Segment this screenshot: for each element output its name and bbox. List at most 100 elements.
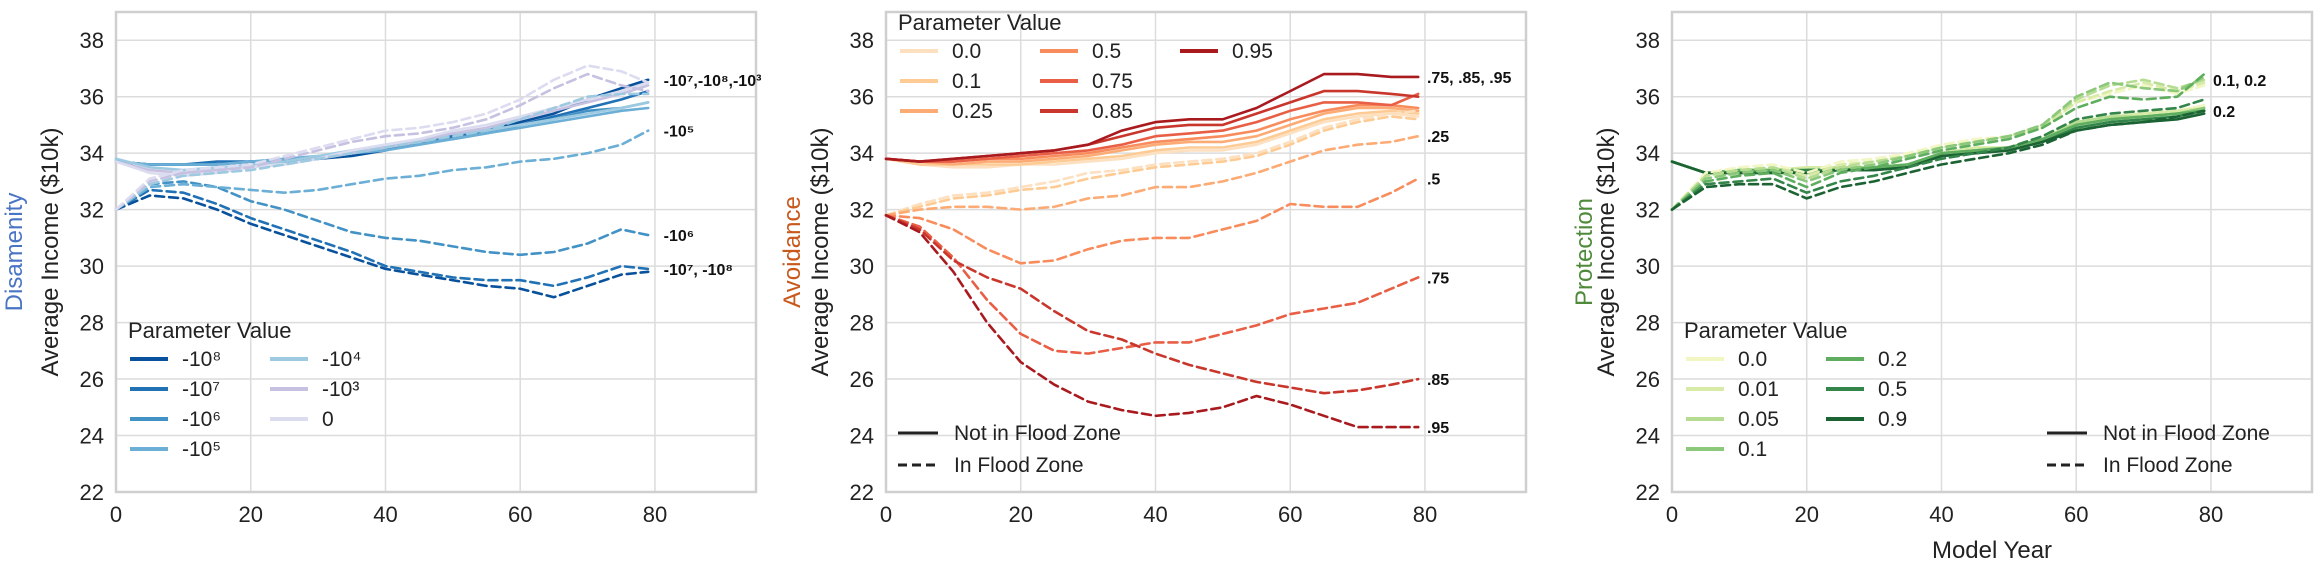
- side-label: Disamenity: [1, 193, 28, 312]
- annotation-label: .5: [1427, 172, 1440, 189]
- series-line-12: [884, 214, 1420, 355]
- annotation-label: .25: [1427, 129, 1449, 146]
- series-line-4: [114, 106, 650, 166]
- series-line-3: [884, 106, 1420, 166]
- series-line-8: [114, 194, 650, 299]
- y-tick-label: 22: [850, 480, 874, 505]
- y-tick-label: 30: [80, 254, 104, 279]
- series-line-14: [1670, 109, 2206, 211]
- series-line-10: [884, 134, 1420, 217]
- color-legend: Parameter Value -10⁸ -10⁷ -10⁶ -10⁵ -10⁴ -10³ 0: [128, 318, 361, 461]
- series-line-8: [884, 109, 1420, 217]
- series-line-14: [884, 214, 1420, 429]
- y-tick-label: 34: [80, 141, 104, 166]
- legend-label: 0.0: [1738, 348, 1767, 371]
- legend-label: 0.85: [1092, 100, 1133, 123]
- x-tick-label: 20: [1794, 502, 1818, 527]
- x-tick-label: 0: [110, 502, 122, 527]
- x-tick-label: 40: [1929, 502, 1953, 527]
- x-tick-label: 80: [1413, 502, 1437, 527]
- y-tick-label: 36: [850, 85, 874, 110]
- series-line-9: [114, 188, 650, 288]
- y-tick-label: 26: [80, 367, 104, 392]
- y-tick-label: 22: [80, 480, 104, 505]
- annotation-label: -10⁶: [664, 228, 695, 245]
- legend-label: 0.1: [1738, 438, 1767, 461]
- legend-label: 0.5: [1092, 40, 1121, 63]
- y-axis-label: Average Income ($10k): [1593, 127, 1620, 376]
- x-tick-label: 80: [2199, 502, 2223, 527]
- x-tick-label: 60: [508, 502, 532, 527]
- y-tick-label: 36: [80, 85, 104, 110]
- y-tick-label: 32: [80, 198, 104, 223]
- chart-panel-3: 0 20 40 60 80 22 24 26 28 30 32 34 36 38 Average Incom…: [1571, 10, 2314, 564]
- y-tick-label: 38: [80, 28, 104, 53]
- x-tick-label: 20: [1008, 502, 1032, 527]
- style-legend: Not in Flood Zone In Flood Zone: [898, 422, 1121, 477]
- y-tick-label: 32: [850, 198, 874, 223]
- legend-label: 0.0: [952, 40, 981, 63]
- annotation-label: 0.2: [2213, 104, 2235, 121]
- legend-label: -10⁴: [322, 348, 361, 371]
- side-label: Protection: [1571, 198, 1598, 306]
- style-legend-label: Not in Flood Zone: [2103, 422, 2270, 445]
- x-tick-label: 60: [2064, 502, 2088, 527]
- legend-label: -10⁸: [182, 348, 221, 371]
- legend-label: 0.1: [952, 70, 981, 93]
- style-legend: Not in Flood Zone In Flood Zone: [2047, 422, 2270, 477]
- legend-label: 0.95: [1232, 40, 1273, 63]
- y-tick-label: 38: [1636, 28, 1660, 53]
- legend-label: 0.01: [1738, 378, 1779, 401]
- series-line-9: [884, 115, 1420, 217]
- x-tick-label: 40: [373, 502, 397, 527]
- x-axis-label: Model Year: [1932, 537, 2052, 564]
- y-tick-label: 38: [850, 28, 874, 53]
- plot-frame: [884, 10, 1528, 494]
- legend-label: -10⁷: [182, 378, 220, 401]
- chart-panel-2: 0 20 40 60 80 22 24 26 28 30 32 34 36 38 Average Incom…: [779, 10, 1528, 527]
- y-tick-label: 26: [1636, 367, 1660, 392]
- series-line-13: [1670, 98, 2206, 211]
- annotation-label: -10⁷, -10⁸: [664, 262, 733, 279]
- y-tick-label: 28: [1636, 311, 1660, 336]
- y-tick-label: 28: [850, 311, 874, 336]
- style-legend-label: In Flood Zone: [2103, 454, 2233, 477]
- series-group: [114, 64, 650, 299]
- series-line-8: [1670, 84, 2206, 211]
- series-line-12: [114, 92, 650, 211]
- annotation-label: .75: [1427, 270, 1449, 287]
- style-legend-label: Not in Flood Zone: [954, 422, 1121, 445]
- x-tick-label: 0: [1666, 502, 1678, 527]
- y-tick-label: 28: [80, 311, 104, 336]
- annotation-label: .85: [1427, 372, 1449, 389]
- series-group: [884, 72, 1420, 429]
- y-tick-label: 24: [80, 424, 104, 449]
- legend-label: 0: [322, 408, 334, 431]
- x-tick-label: 80: [643, 502, 667, 527]
- series-line-11: [1670, 75, 2206, 211]
- y-tick-label: 24: [1636, 424, 1660, 449]
- series-line-13: [114, 72, 650, 211]
- legend-label: 0.2: [1878, 348, 1907, 371]
- series-line-1: [884, 112, 1420, 169]
- style-legend-label: In Flood Zone: [954, 454, 1084, 477]
- x-tick-label: 40: [1143, 502, 1167, 527]
- color-legend: Parameter Value 0.0 0.1 0.25 0.5 0.75 0.85 0.95: [898, 10, 1273, 123]
- series-line-7: [1670, 112, 2206, 175]
- x-tick-label: 0: [880, 502, 892, 527]
- y-axis-label: Average Income ($10k): [37, 127, 64, 376]
- series-line-14: [114, 64, 650, 211]
- series-line-11: [114, 129, 650, 211]
- annotation-label: -10⁷,-10⁸,-10³: [664, 73, 762, 90]
- series-line-10: [114, 180, 650, 257]
- series-line-13: [884, 214, 1420, 395]
- color-legend: Parameter Value 0.0 0.01 0.05 0.1 0.2 0.5 0.9: [1684, 318, 1907, 461]
- plot-frame: [1670, 10, 2314, 494]
- series-line-12: [1670, 72, 2206, 211]
- legend-title: Parameter Value: [1684, 318, 1847, 343]
- legend-label: -10⁶: [182, 408, 221, 431]
- chart-panel-1: 0 20 40 60 80 22 24 26 28 30 32 34 36 38 Average Incom…: [1, 10, 762, 527]
- legend-label: 0.05: [1738, 408, 1779, 431]
- x-tick-label: 60: [1278, 502, 1302, 527]
